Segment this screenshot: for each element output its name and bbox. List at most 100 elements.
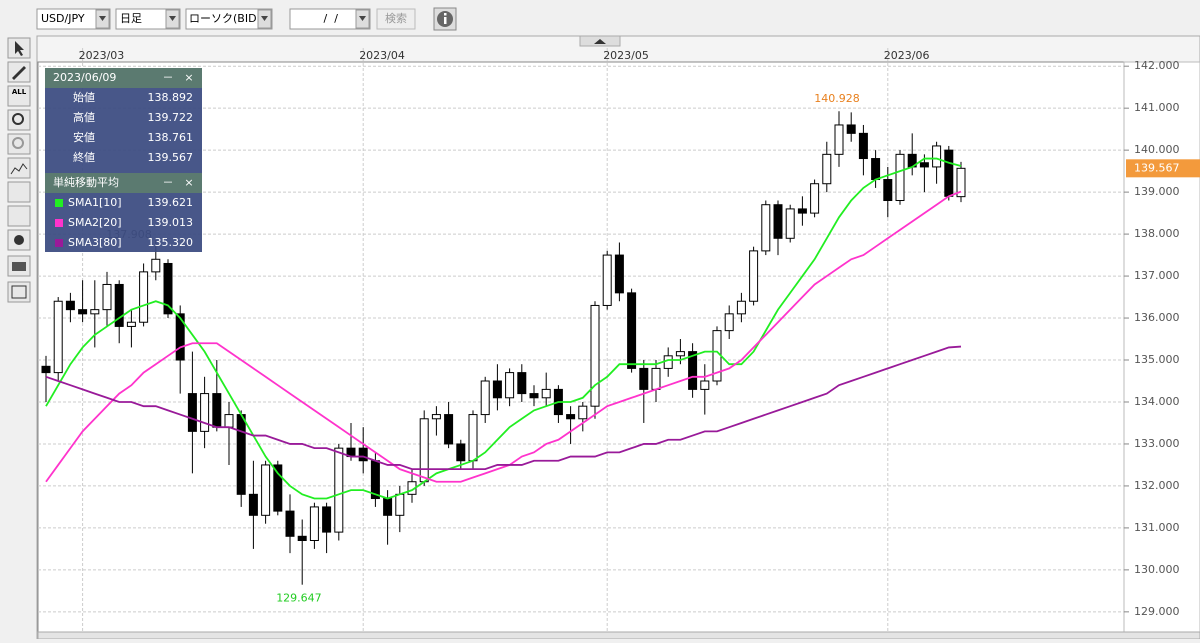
candle-body bbox=[102, 283, 112, 311]
tool-data[interactable] bbox=[7, 181, 31, 203]
panel-bg bbox=[45, 68, 202, 252]
ohlc-value: 139.722 bbox=[148, 111, 194, 124]
candle-body bbox=[773, 204, 783, 239]
close[interactable]: × bbox=[184, 176, 193, 189]
candle-body bbox=[919, 162, 929, 168]
zoom-icon bbox=[12, 113, 24, 125]
ohlc-value: 138.892 bbox=[148, 91, 194, 104]
candle-body bbox=[858, 132, 868, 160]
candle-body bbox=[785, 208, 795, 239]
candle-body bbox=[883, 179, 893, 202]
tool-style[interactable] bbox=[7, 205, 31, 227]
tool-zoom-out[interactable] bbox=[7, 133, 31, 155]
candle-body bbox=[810, 183, 820, 214]
symbol-select[interactable] bbox=[36, 8, 111, 30]
ohlc-label: 安値 bbox=[73, 130, 95, 144]
candle-body bbox=[736, 300, 746, 315]
sma-title: 単純移動平均 bbox=[53, 175, 119, 189]
print-icon bbox=[12, 262, 26, 271]
candle-body bbox=[578, 405, 588, 420]
legend-swatch bbox=[55, 239, 63, 247]
arrow bbox=[359, 16, 366, 21]
sma-value: 139.013 bbox=[148, 216, 194, 229]
candle-body bbox=[761, 204, 771, 252]
close[interactable]: × bbox=[184, 71, 193, 84]
candle-body bbox=[41, 365, 51, 374]
ohlc-label: 始値 bbox=[73, 90, 95, 104]
candle-body bbox=[187, 393, 197, 432]
candle-body bbox=[297, 535, 307, 541]
sma-value: 135.320 bbox=[148, 236, 194, 249]
y-tick-label: 135.000 bbox=[1134, 353, 1180, 366]
date: / / bbox=[320, 12, 341, 25]
scrollbar[interactable] bbox=[37, 631, 1200, 640]
high-label: 140.928 bbox=[814, 92, 860, 105]
plot-area bbox=[37, 61, 1125, 633]
date-input[interactable] bbox=[289, 8, 371, 30]
kind-select[interactable] bbox=[185, 8, 273, 30]
legend-swatch bbox=[55, 219, 63, 227]
candle-body bbox=[334, 447, 344, 533]
panel-date: 2023/06/09 bbox=[53, 71, 116, 84]
ohlc-value: 139.567 bbox=[148, 151, 194, 164]
candle-body bbox=[932, 145, 942, 168]
y-tick-label: 136.000 bbox=[1134, 311, 1180, 324]
candle-body bbox=[90, 309, 100, 315]
legend-name: SMA3[80] bbox=[68, 236, 122, 249]
candle-body bbox=[627, 292, 637, 369]
candle-body bbox=[651, 367, 661, 390]
y-tick-label: 139.000 bbox=[1134, 185, 1180, 198]
sma-header bbox=[45, 173, 202, 193]
eye-icon bbox=[14, 235, 24, 245]
candle-body bbox=[419, 418, 429, 483]
toolbar: USD/JPY 日足 ローソク(BID) / / 検索 bbox=[36, 7, 457, 31]
low-label: 129.647 bbox=[276, 592, 322, 605]
y-tick-label: 138.000 bbox=[1134, 227, 1180, 240]
y-tick-label: 132.000 bbox=[1134, 479, 1180, 492]
candle-body bbox=[456, 443, 466, 462]
tool-zoom-in[interactable] bbox=[7, 109, 31, 131]
pen-icon bbox=[12, 66, 26, 80]
period: 日足 bbox=[120, 12, 142, 25]
candle-body bbox=[163, 262, 173, 315]
candle-body bbox=[175, 313, 185, 361]
symbol: USD/JPY bbox=[41, 12, 85, 25]
y-tick-label: 134.000 bbox=[1134, 395, 1180, 408]
legend-swatch bbox=[55, 199, 63, 207]
candle-body bbox=[151, 258, 161, 273]
y-tick-label: 131.000 bbox=[1134, 521, 1180, 534]
y-axis-area bbox=[1123, 61, 1200, 633]
candle-body bbox=[602, 254, 612, 306]
candle-body bbox=[261, 464, 271, 516]
sma-line bbox=[45, 345, 962, 471]
all-label: ALL bbox=[12, 88, 27, 96]
arrow bbox=[99, 16, 106, 21]
ohlc-label: 高値 bbox=[73, 110, 95, 124]
tool-indicator[interactable] bbox=[7, 157, 31, 179]
collapse-arrow bbox=[594, 39, 606, 44]
candle-body bbox=[822, 153, 832, 185]
layout-icon bbox=[11, 285, 27, 299]
period-select[interactable] bbox=[115, 8, 181, 30]
minimize[interactable]: － bbox=[163, 176, 174, 189]
search-button[interactable] bbox=[376, 8, 416, 30]
x-tick-label: 2023/04 bbox=[359, 49, 405, 62]
candle-body bbox=[688, 351, 698, 390]
y-tick-label: 141.000 bbox=[1134, 101, 1180, 114]
candle-body bbox=[517, 372, 527, 395]
tool-all[interactable] bbox=[7, 85, 31, 107]
candle-body bbox=[468, 414, 478, 462]
candle-body bbox=[871, 158, 881, 181]
candle-body bbox=[236, 414, 246, 495]
tool-layout[interactable] bbox=[7, 281, 31, 303]
minimize[interactable]: － bbox=[163, 71, 174, 84]
candle-body bbox=[200, 393, 210, 432]
candle-body bbox=[395, 493, 405, 516]
candle-body bbox=[65, 300, 75, 311]
candle-body bbox=[78, 309, 88, 315]
candle-body bbox=[566, 414, 576, 420]
candle-body bbox=[248, 493, 258, 516]
search: 検索 bbox=[385, 11, 407, 25]
candle-body bbox=[956, 167, 966, 198]
y-tick-label: 130.000 bbox=[1134, 563, 1180, 576]
